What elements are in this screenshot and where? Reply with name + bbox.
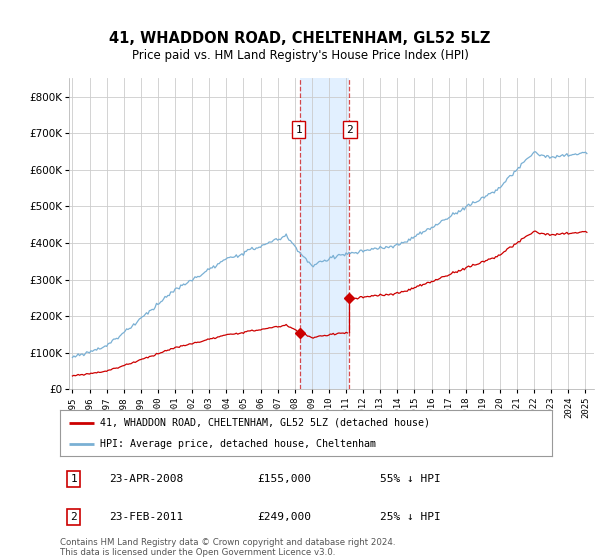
- Text: £155,000: £155,000: [257, 474, 311, 484]
- Text: Contains HM Land Registry data © Crown copyright and database right 2024.
This d: Contains HM Land Registry data © Crown c…: [60, 538, 395, 557]
- Text: 23-APR-2008: 23-APR-2008: [109, 474, 184, 484]
- Text: 2: 2: [347, 125, 353, 135]
- Text: HPI: Average price, detached house, Cheltenham: HPI: Average price, detached house, Chel…: [100, 439, 376, 449]
- Text: £249,000: £249,000: [257, 512, 311, 522]
- Text: 41, WHADDON ROAD, CHELTENHAM, GL52 5LZ (detached house): 41, WHADDON ROAD, CHELTENHAM, GL52 5LZ (…: [100, 418, 430, 428]
- Text: 25% ↓ HPI: 25% ↓ HPI: [380, 512, 440, 522]
- Text: 1: 1: [70, 474, 77, 484]
- Text: 55% ↓ HPI: 55% ↓ HPI: [380, 474, 440, 484]
- Text: 1: 1: [295, 125, 302, 135]
- Bar: [300, 78, 349, 389]
- Text: 23-FEB-2011: 23-FEB-2011: [109, 512, 184, 522]
- Text: Price paid vs. HM Land Registry's House Price Index (HPI): Price paid vs. HM Land Registry's House …: [131, 49, 469, 62]
- Text: 41, WHADDON ROAD, CHELTENHAM, GL52 5LZ: 41, WHADDON ROAD, CHELTENHAM, GL52 5LZ: [109, 31, 491, 46]
- Text: 2: 2: [70, 512, 77, 522]
